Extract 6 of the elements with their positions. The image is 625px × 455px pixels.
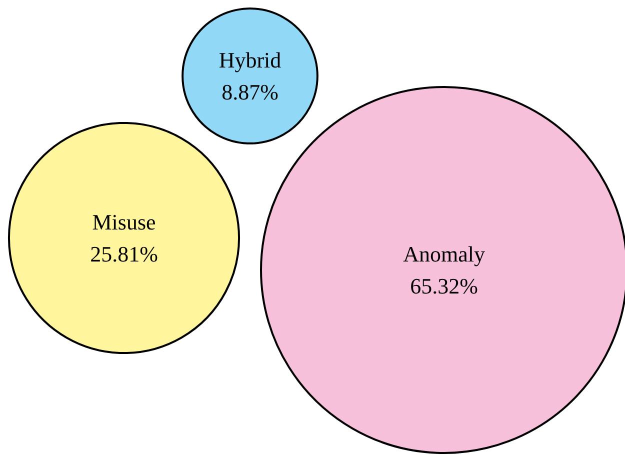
category-label: Hybrid bbox=[218, 48, 282, 72]
category-label: Misuse bbox=[92, 210, 156, 234]
data-label: 65.32% bbox=[410, 274, 478, 298]
category-label: Anomaly bbox=[403, 242, 485, 266]
data-label: 8.87% bbox=[222, 80, 278, 104]
data-label: 25.81% bbox=[90, 242, 158, 266]
